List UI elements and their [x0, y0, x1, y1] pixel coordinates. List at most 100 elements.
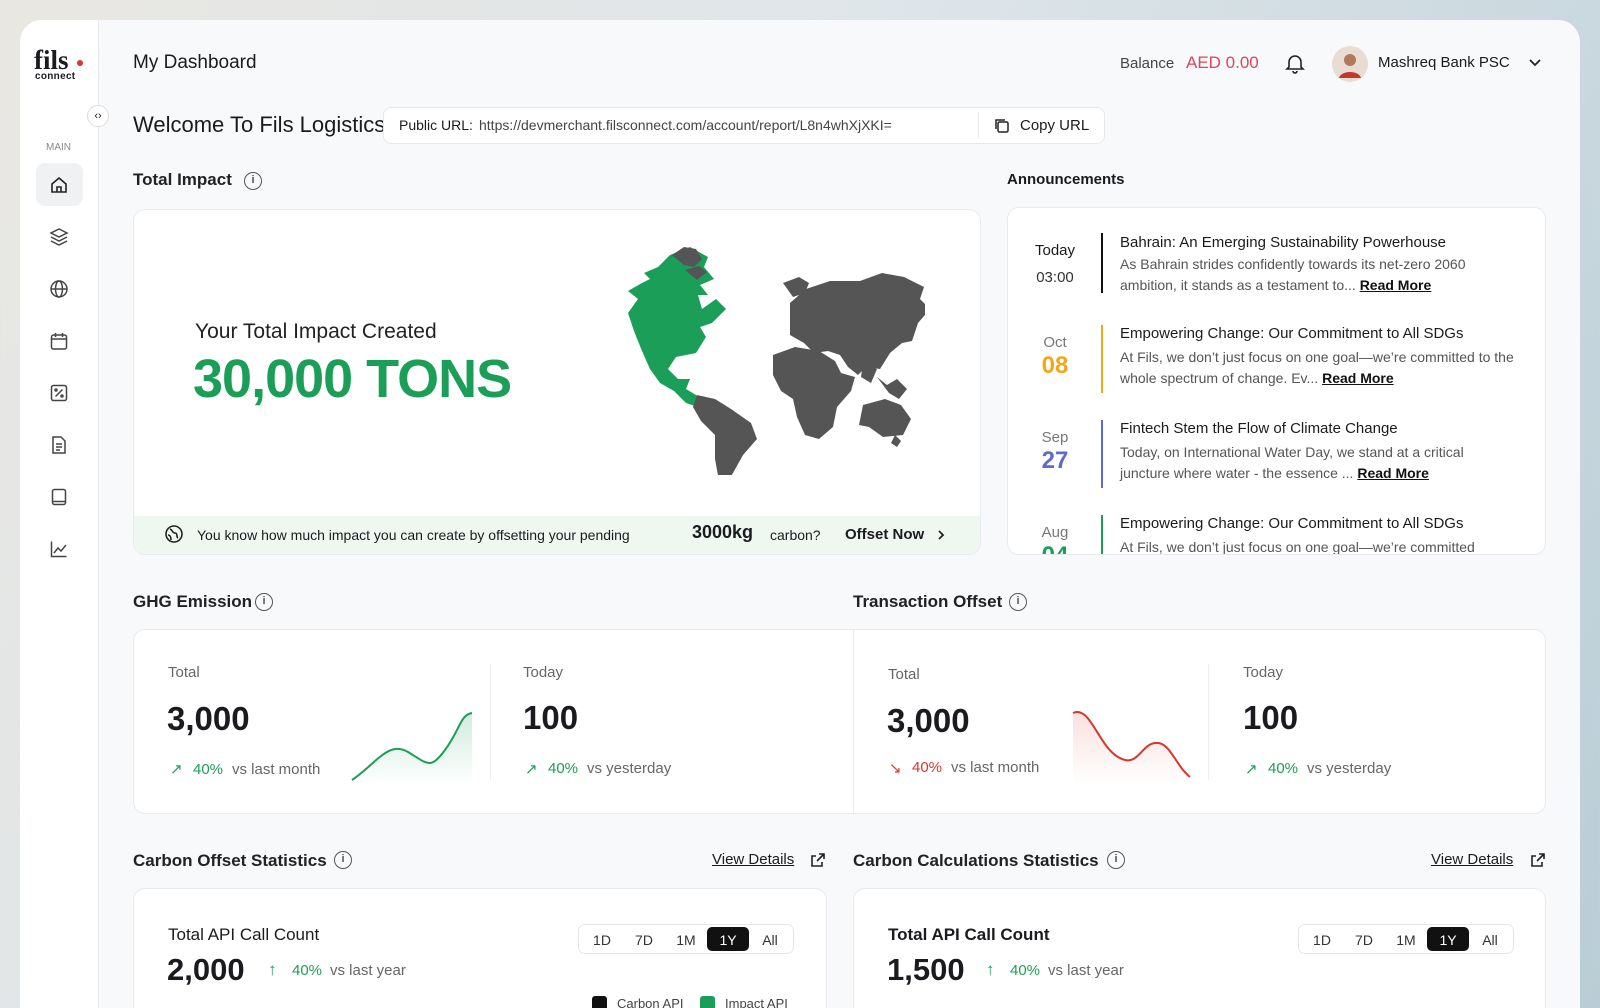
transaction-card: [853, 629, 1546, 814]
range-button[interactable]: 1M: [676, 932, 696, 948]
globe-icon: [165, 525, 183, 543]
view-details-link[interactable]: View Details: [1431, 851, 1514, 868]
page-title: My Dashboard: [133, 52, 257, 73]
offset-now-button[interactable]: Offset Now: [845, 526, 925, 543]
ann-date-bottom: 08: [1041, 352, 1069, 379]
nav-document[interactable]: [49, 435, 69, 455]
info-icon[interactable]: i: [1009, 593, 1027, 611]
ann-bar: [1101, 515, 1103, 554]
nav-calendar[interactable]: [49, 331, 69, 351]
stat-value: 1,500: [887, 952, 965, 987]
stat-period: vs yesterday: [587, 760, 672, 777]
read-more-link[interactable]: Read More: [1322, 370, 1394, 386]
notification-bell[interactable]: [1284, 52, 1306, 74]
stat-value: 2,000: [167, 952, 245, 987]
divider: [1208, 664, 1209, 780]
ghg-title: GHG Emission: [133, 592, 253, 611]
sparkline-down: [1072, 710, 1191, 785]
range-button[interactable]: 1Y: [1427, 927, 1469, 951]
banner-amount: 3000kg: [692, 522, 754, 542]
copy-url-button[interactable]: Copy URL: [1020, 117, 1090, 134]
stat-label: Today: [523, 664, 564, 681]
range-button[interactable]: 7D: [1355, 932, 1373, 948]
balance-value: AED 0.00: [1186, 53, 1259, 72]
range-button[interactable]: All: [1482, 932, 1498, 948]
range-button[interactable]: 1M: [1396, 932, 1416, 948]
ann-body: At Fils, we don’t just focus on one goal…: [1120, 347, 1515, 389]
ann-date-bottom: 04: [1034, 542, 1076, 554]
ann-text: Today, on International Water Day, we st…: [1120, 444, 1464, 481]
info-icon[interactable]: i: [255, 593, 273, 611]
nav-active-bg: [36, 163, 83, 206]
range-selector: 1D 7D 1M 1Y All: [1298, 924, 1514, 954]
card-title: Total API Call Count: [168, 925, 320, 944]
stat-value: 3,000: [887, 702, 970, 739]
stat-label: Total: [168, 664, 200, 681]
nav-percent[interactable]: [49, 383, 69, 403]
nav-globe[interactable]: [49, 279, 69, 299]
trend-up: ↗: [170, 761, 183, 778]
logo[interactable]: fils: [34, 45, 69, 75]
nav-home[interactable]: [49, 175, 69, 195]
external-link-icon[interactable]: [810, 852, 826, 868]
read-more-link[interactable]: Read More: [1359, 277, 1432, 293]
ann-bar: [1101, 420, 1103, 488]
info-icon[interactable]: i: [1107, 851, 1125, 869]
logo-dot: [77, 60, 83, 66]
announcements-title: Announcements: [1007, 171, 1125, 188]
checkbox[interactable]: [700, 996, 715, 1008]
ann-text: At Fils, we don’t just focus on one goal…: [1120, 349, 1514, 386]
url-text[interactable]: https://devmerchant.filsconnect.com/acco…: [479, 117, 892, 133]
user-name[interactable]: Mashreq Bank PSC: [1378, 54, 1510, 71]
stat-label: Today: [1243, 664, 1284, 681]
range-button[interactable]: 1D: [593, 932, 611, 948]
offset-banner: [134, 516, 980, 554]
stat-change: 40%: [1268, 760, 1299, 777]
ann-text: As Bahrain strides confidently towards i…: [1120, 256, 1466, 293]
range-button[interactable]: 1D: [1313, 932, 1331, 948]
external-link-icon[interactable]: [1530, 852, 1546, 868]
nav-layers[interactable]: [49, 227, 69, 247]
url-box: [383, 107, 1105, 144]
read-more-link[interactable]: Read More: [1357, 465, 1429, 481]
range-button[interactable]: 7D: [635, 932, 653, 948]
ann-date-top: Aug: [1041, 524, 1069, 541]
user-avatar[interactable]: [1332, 46, 1368, 82]
card-title: Total API Call Count: [888, 925, 1050, 944]
info-icon[interactable]: i: [244, 172, 262, 190]
arrow-up: ↑: [268, 960, 277, 979]
nav-chart[interactable]: [49, 539, 69, 559]
checkbox[interactable]: [592, 996, 607, 1008]
welcome-title: Welcome To Fils Logistics: [133, 112, 386, 137]
trend-down: ↘: [889, 760, 902, 777]
nav-bookmark[interactable]: [49, 487, 69, 507]
url-divider: [978, 112, 979, 138]
sidebar-toggle[interactable]: ‹›: [87, 105, 109, 127]
ann-date-top: Today: [1034, 242, 1076, 259]
ann-bar: [1101, 325, 1103, 393]
view-details-link[interactable]: View Details: [712, 851, 795, 868]
stat-value: 3,000: [167, 700, 250, 737]
ann-date-bottom: 03:00: [1036, 269, 1074, 286]
trend-up: ↗: [1245, 761, 1258, 778]
stat-period: vs last year: [1048, 962, 1124, 979]
info-icon[interactable]: i: [334, 851, 352, 869]
ann-body: Today, on International Water Day, we st…: [1120, 442, 1515, 484]
stat-value: 100: [1243, 699, 1299, 736]
ann-date-top: Oct: [1043, 334, 1067, 351]
stat-period: vs last month: [951, 759, 1040, 776]
range-button[interactable]: 1Y: [707, 927, 749, 951]
offset-now-arrow[interactable]: [936, 529, 946, 541]
copy-icon[interactable]: [993, 117, 1010, 134]
stat-period: vs yesterday: [1307, 760, 1392, 777]
range-button[interactable]: All: [762, 932, 778, 948]
banner-text: You know how much impact you can create …: [197, 527, 630, 543]
section-label: MAIN: [46, 142, 71, 153]
ann-date-bottom: 27: [1041, 447, 1069, 474]
banner-suffix: carbon?: [770, 527, 821, 543]
ann-date-top: Sep: [1041, 429, 1069, 446]
divider: [490, 664, 491, 780]
user-menu-chevron[interactable]: [1528, 58, 1542, 68]
balance-label: Balance: [1120, 55, 1175, 72]
